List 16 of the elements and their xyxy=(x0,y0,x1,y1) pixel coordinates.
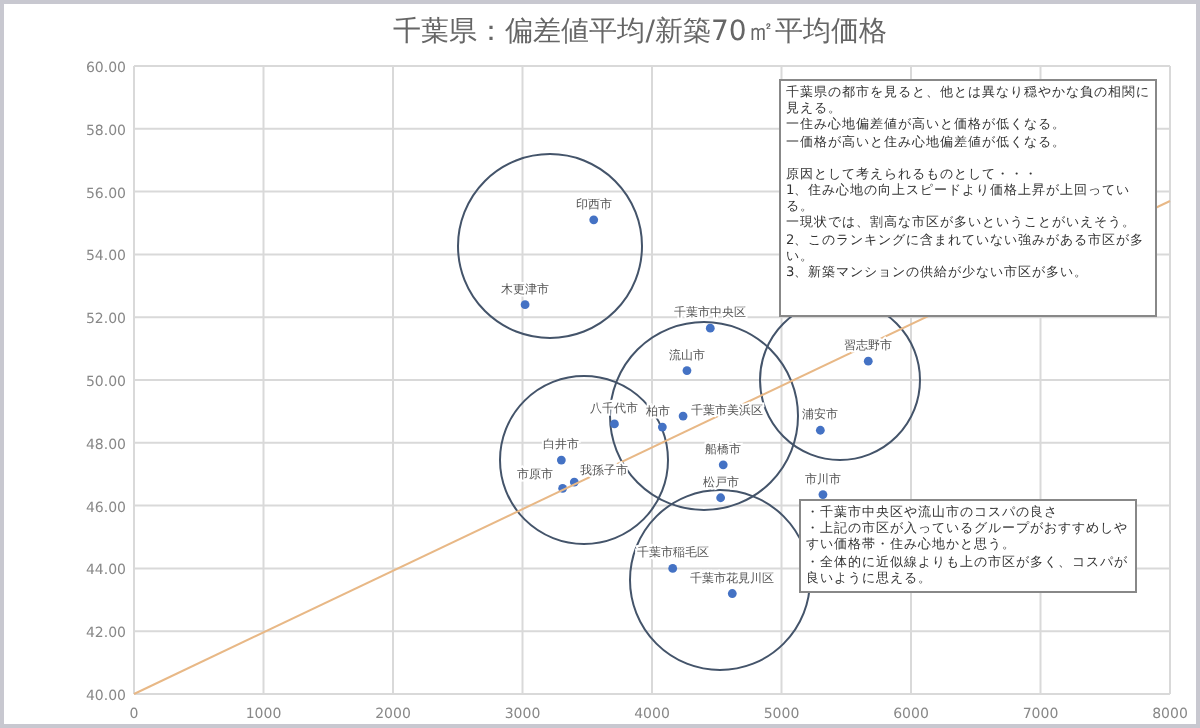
point xyxy=(863,356,873,366)
point xyxy=(705,323,715,333)
point xyxy=(657,422,667,432)
point xyxy=(682,366,692,375)
point xyxy=(668,564,678,573)
point xyxy=(718,460,728,470)
point xyxy=(716,493,726,503)
point xyxy=(678,411,688,421)
chart-title: 千葉県：偏差値平均/新築70㎡平均価格 xyxy=(393,16,887,48)
point xyxy=(610,419,619,429)
point xyxy=(520,300,530,310)
point xyxy=(727,589,737,598)
point xyxy=(589,215,599,225)
point xyxy=(818,490,828,500)
point xyxy=(556,455,566,465)
point xyxy=(815,425,825,435)
